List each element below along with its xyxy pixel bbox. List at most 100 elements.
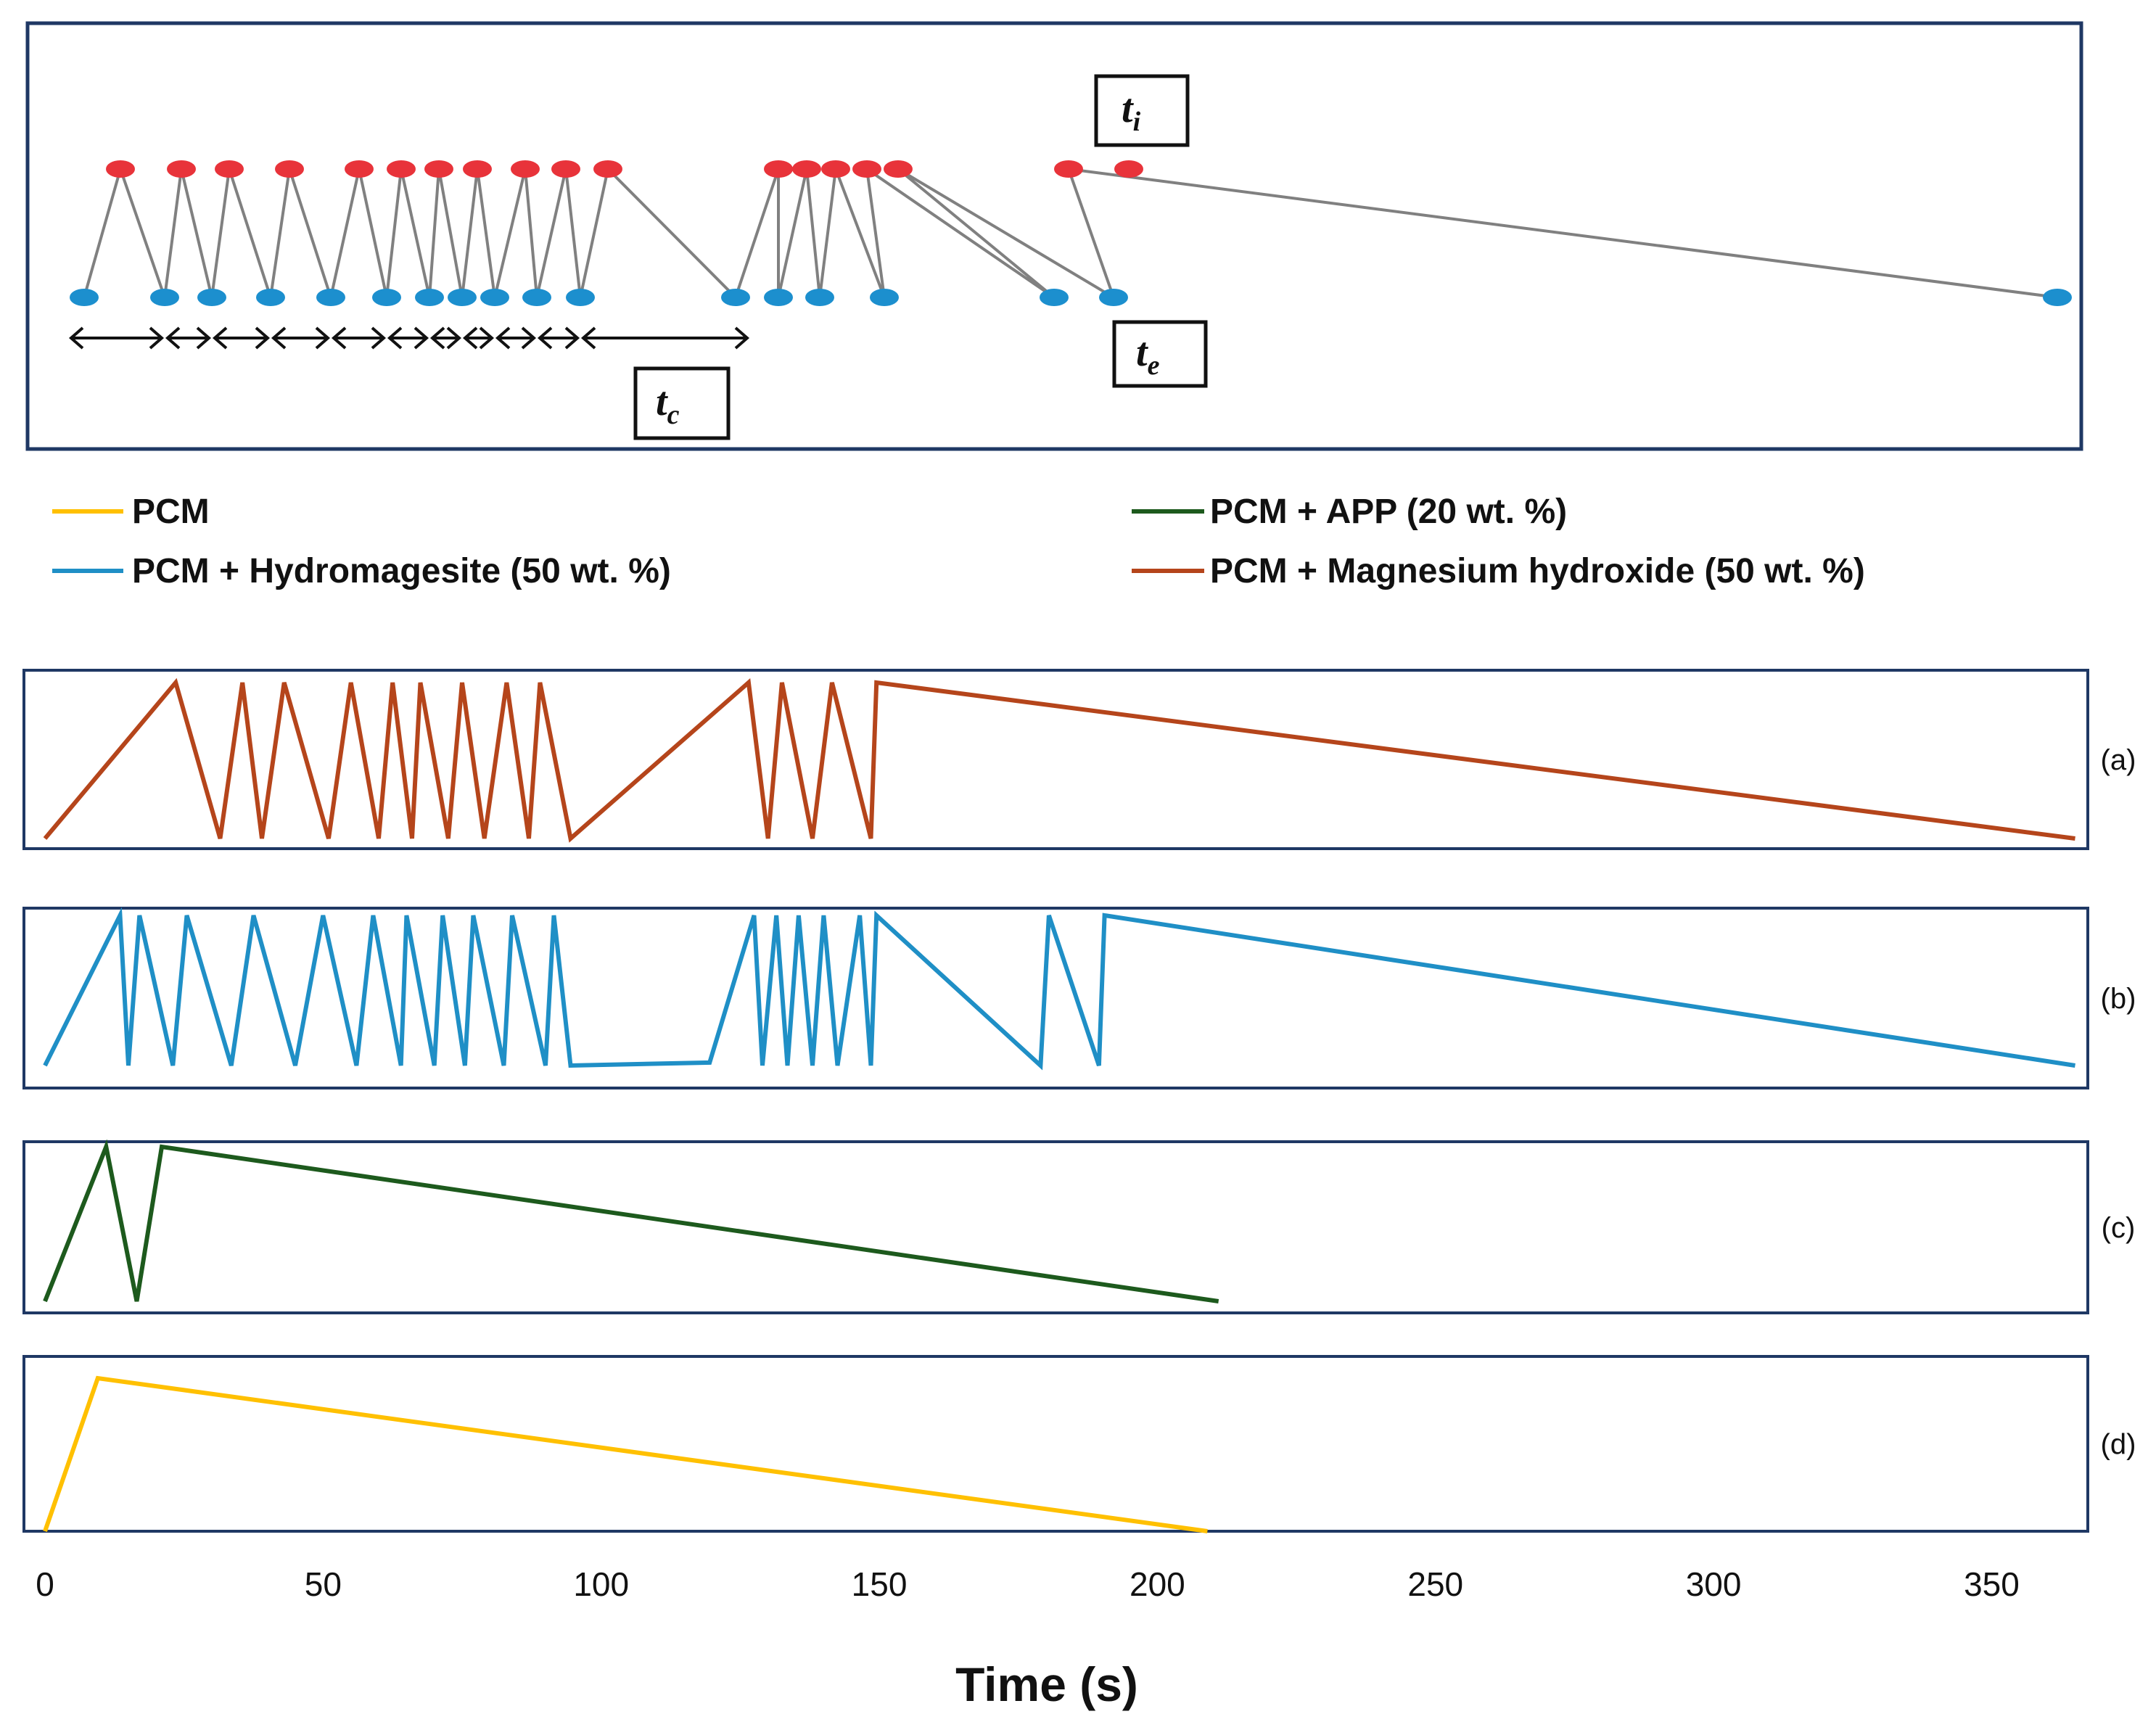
extinction-point: [522, 289, 551, 306]
extinction-point: [566, 289, 595, 306]
legend-item-pcm: PCM: [52, 493, 210, 531]
arrow-head-left: [462, 326, 478, 350]
ti-annotation: ti: [1094, 74, 1190, 147]
ignition-point: [852, 160, 881, 178]
tc-label: tc: [656, 379, 680, 430]
x-tick-label: 100: [573, 1565, 629, 1603]
x-tick-label: 50: [305, 1565, 342, 1603]
arrow-head-left: [68, 326, 84, 350]
series-line: [43, 1375, 1208, 1533]
schematic-panel: ti te tc: [25, 21, 2083, 451]
legend: PCM PCM + APP (20 wt. %) PCM + Hydromage…: [52, 493, 1865, 590]
extinction-point: [805, 289, 834, 306]
extinction-point: [480, 289, 509, 306]
arrow-head-left: [212, 326, 228, 350]
ignition-point: [1114, 160, 1143, 178]
ignition-point: [463, 160, 492, 178]
legend-label-app: PCM + APP (20 wt. %): [1210, 493, 1567, 531]
panel-frame: [22, 1140, 2089, 1314]
arrow-head-right: [564, 326, 580, 350]
extinction-point: [764, 289, 793, 306]
panel-c: (c): [22, 1139, 2136, 1314]
arrow-head-left: [331, 326, 347, 350]
arrow-head-left: [387, 326, 403, 350]
x-tick-label: 300: [1686, 1565, 1742, 1603]
series-line: [43, 1139, 1219, 1303]
x-tick-label: 150: [852, 1565, 908, 1603]
tc-annotation: tc: [633, 366, 731, 440]
ignition-point: [593, 160, 622, 178]
arrow-head-right: [413, 326, 429, 350]
x-tick-label: 0: [36, 1565, 54, 1603]
legend-label-hydromagesite: PCM + Hydromagesite (50 wt. %): [132, 552, 671, 590]
extinction-point: [150, 289, 179, 306]
ignition-point: [764, 160, 793, 178]
ti-box: [1094, 74, 1190, 147]
schematic-interval-arrows: [68, 326, 750, 350]
arrow-head-right: [446, 326, 462, 350]
panel-label: (c): [2102, 1212, 2136, 1244]
te-box: [1112, 320, 1208, 388]
legend-item-app: PCM + APP (20 wt. %): [1132, 493, 1567, 531]
x-tick-label: 200: [1130, 1565, 1185, 1603]
extinction-point: [372, 289, 401, 306]
ignition-point: [215, 160, 244, 178]
tc-box: [633, 366, 731, 440]
arrow-head-left: [271, 326, 287, 350]
extinction-point: [316, 289, 345, 306]
schematic-points: [70, 160, 2072, 306]
ignition-point: [821, 160, 850, 178]
arrow-head-right: [196, 326, 212, 350]
tc-main: t: [656, 379, 668, 424]
x-tick-label: 250: [1407, 1565, 1463, 1603]
legend-item-hydromagesite: PCM + Hydromagesite (50 wt. %): [52, 552, 671, 590]
tc-sub: c: [667, 400, 680, 430]
panel-d: (d): [22, 1355, 2136, 1533]
te-sub: e: [1148, 350, 1160, 381]
ignition-point: [884, 160, 913, 178]
ignition-point: [1054, 160, 1083, 178]
arrow-head-left: [495, 326, 511, 350]
ignition-point: [387, 160, 416, 178]
extinction-point: [2043, 289, 2072, 306]
arrow-head-right: [149, 326, 165, 350]
panel-label: (b): [2101, 983, 2136, 1015]
arrow-head-right: [371, 326, 387, 350]
ignition-point: [345, 160, 374, 178]
extinction-point: [256, 289, 285, 306]
series-line: [43, 907, 2075, 1071]
arrow-head-left: [580, 326, 596, 350]
arrow-head-left: [429, 326, 445, 350]
extinction-point: [70, 289, 99, 306]
legend-label-pcm: PCM: [132, 493, 210, 531]
arrow-head-right: [479, 326, 495, 350]
extinction-point: [870, 289, 899, 306]
ignition-point: [424, 160, 453, 178]
extinction-point: [448, 289, 477, 306]
te-main: t: [1136, 330, 1148, 375]
series-line: [43, 677, 2075, 843]
ti-sub: i: [1133, 107, 1141, 137]
extinction-point: [197, 289, 226, 306]
x-axis-title: Time (s): [955, 1657, 1138, 1711]
extinction-point: [1099, 289, 1128, 306]
ignition-point: [511, 160, 540, 178]
ignition-point: [551, 160, 580, 178]
ignition-point: [275, 160, 304, 178]
legend-label-mgoh: PCM + Magnesium hydroxide (50 wt. %): [1210, 552, 1865, 590]
te-annotation: te: [1112, 320, 1208, 388]
arrow-head-left: [537, 326, 553, 350]
ignition-point: [792, 160, 821, 178]
ti-label: ti: [1122, 86, 1141, 137]
x-tick-label: 350: [1964, 1565, 2020, 1603]
arrow-head-left: [165, 326, 181, 350]
ignition-point: [106, 160, 135, 178]
arrow-head-right: [255, 326, 271, 350]
extinction-point: [721, 289, 750, 306]
ignition-point: [167, 160, 196, 178]
ti-main: t: [1122, 86, 1134, 131]
panel-label: (a): [2101, 744, 2136, 776]
time-panels: (a) (b) (c) (d): [22, 669, 2136, 1533]
extinction-point: [1040, 289, 1069, 306]
legend-item-mgoh: PCM + Magnesium hydroxide (50 wt. %): [1132, 552, 1865, 590]
